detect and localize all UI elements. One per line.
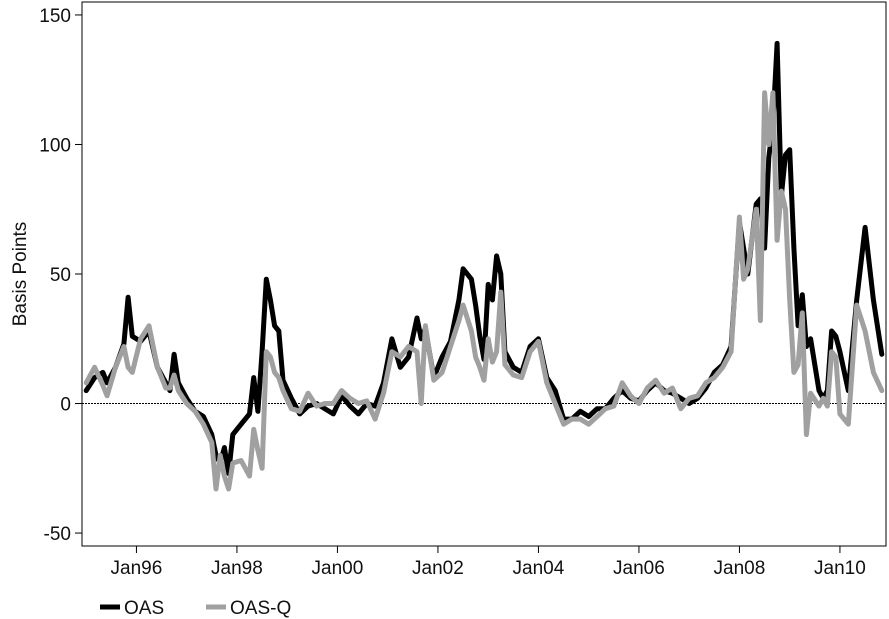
y-tick-label: 100 <box>39 135 71 156</box>
x-tick-label: Jan08 <box>714 558 766 579</box>
legend-label: OAS-Q <box>230 598 291 619</box>
x-axis-ticks: Jan96 Jan98 Jan00 Jan02 Jan04 Jan06 Jan08 Jan10 <box>111 546 866 579</box>
y-tick-label: -50 <box>44 524 71 545</box>
x-tick-label: Jan02 <box>412 558 464 579</box>
x-tick-label: Jan04 <box>513 558 565 579</box>
plot-frame <box>81 1 887 547</box>
y-axis-title: Basis Points <box>10 222 31 327</box>
legend-label: OAS <box>124 598 164 619</box>
x-tick-label: Jan06 <box>613 558 665 579</box>
series-layer <box>83 40 885 492</box>
y-tick-label: 0 <box>60 395 71 416</box>
y-axis-ticks: -50 0 50 100 150 <box>39 6 82 545</box>
y-tick-label: 150 <box>39 6 71 27</box>
x-tick-label: Jan10 <box>814 558 866 579</box>
x-tick-label: Jan98 <box>211 558 263 579</box>
legend: OAS OAS-Q <box>100 598 291 619</box>
y-tick-label: 50 <box>50 265 71 286</box>
series-line-oas-q <box>83 90 885 492</box>
x-tick-label: Jan96 <box>111 558 163 579</box>
x-tick-label: Jan00 <box>312 558 364 579</box>
